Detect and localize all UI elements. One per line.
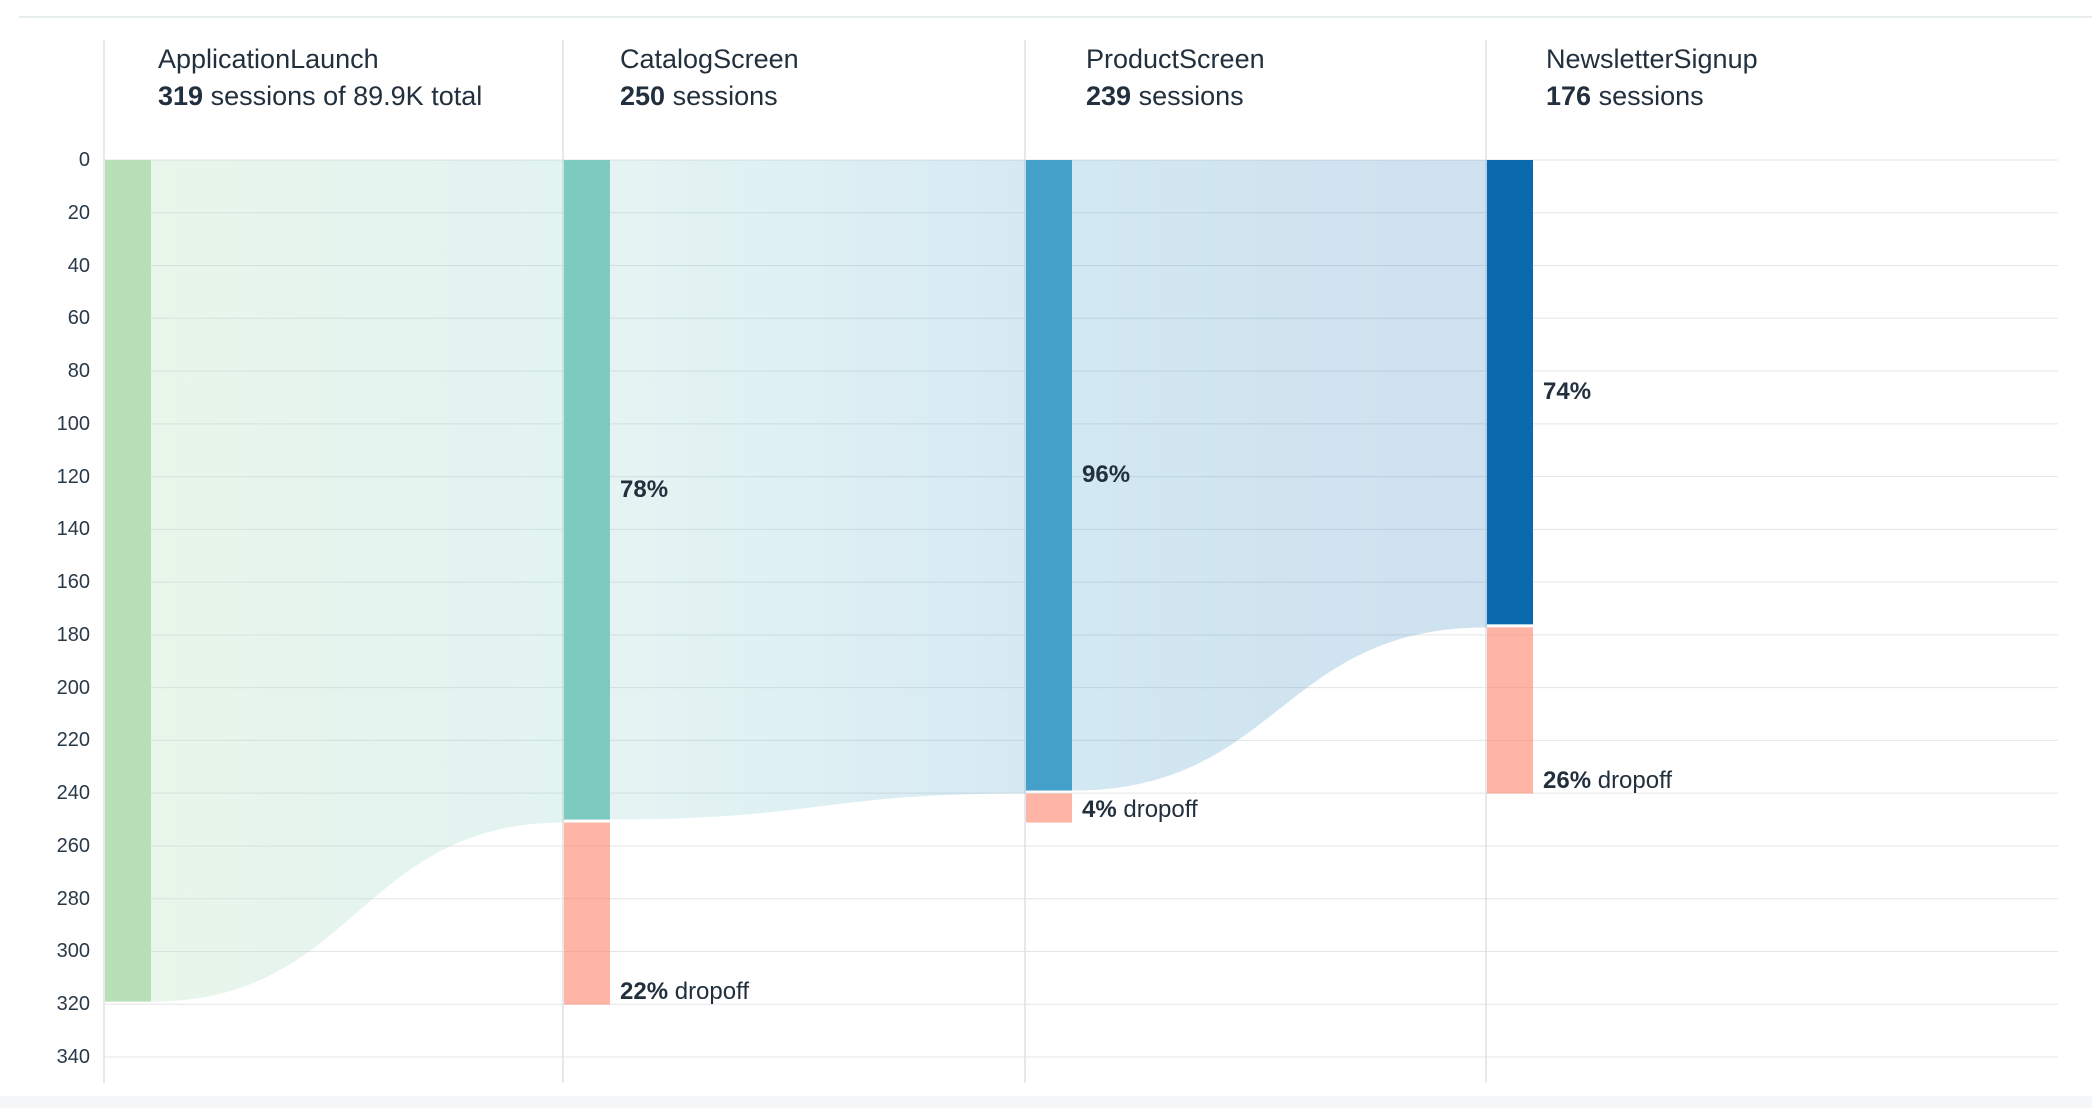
- y-tick-label: 20: [67, 201, 90, 224]
- conversion-label: 78%: [620, 475, 669, 503]
- conversion-label: 96%: [1082, 461, 1131, 489]
- step-count-suffix: sessions: [665, 81, 778, 111]
- step-header-newslettersignup: NewsletterSignup 176 sessions: [1546, 42, 1758, 116]
- flow-band: [151, 160, 564, 1002]
- y-tick-label: 200: [56, 676, 90, 699]
- dropoff-bar-productscreen[interactable]: [1026, 793, 1072, 823]
- step-count: 319 sessions of 89.9K total: [158, 76, 482, 116]
- y-tick-label: 0: [78, 149, 90, 171]
- flow-band: [610, 160, 1026, 820]
- dropoff-label: 4% dropoff: [1082, 795, 1198, 823]
- step-name: ProductScreen: [1086, 44, 1265, 74]
- dropoff-bar-newslettersignup[interactable]: [1487, 627, 1533, 794]
- conversion-label: 74%: [1543, 378, 1592, 406]
- step-bar-catalogscreen[interactable]: [564, 160, 610, 820]
- y-tick-label: 80: [67, 360, 90, 383]
- y-tick-label: 320: [56, 993, 90, 1016]
- y-tick-label: 260: [56, 834, 90, 857]
- y-tick-label: 340: [56, 1046, 90, 1068]
- step-count-suffix: sessions: [1131, 81, 1244, 111]
- step-count-number: 176: [1546, 81, 1592, 111]
- step-count-number: 239: [1086, 81, 1132, 111]
- step-name: ApplicationLaunch: [158, 44, 379, 74]
- y-tick-label: 100: [56, 412, 90, 435]
- step-count-number: 319: [158, 81, 204, 111]
- step-bar-newslettersignup[interactable]: [1487, 160, 1533, 625]
- dropoff-label: 22% dropoff: [620, 977, 749, 1005]
- step-count-suffix: sessions: [1591, 81, 1704, 111]
- dropoff-bar-catalogscreen[interactable]: [564, 822, 610, 1005]
- bottom-strip: [0, 1096, 2092, 1108]
- y-tick-label: 140: [56, 518, 90, 541]
- step-count-suffix: sessions of 89.9K total: [203, 81, 483, 111]
- y-tick-label: 40: [67, 254, 90, 277]
- step-name: NewsletterSignup: [1546, 44, 1758, 74]
- y-tick-label: 180: [56, 623, 90, 646]
- step-count: 176 sessions: [1546, 76, 1758, 116]
- step-header-applicationlaunch: ApplicationLaunch 319 sessions of 89.9K …: [158, 42, 482, 116]
- step-count: 239 sessions: [1086, 76, 1265, 116]
- step-bar-productscreen[interactable]: [1026, 160, 1072, 791]
- y-tick-label: 220: [56, 729, 90, 752]
- y-tick-label: 300: [56, 940, 90, 963]
- dropoff-label: 26% dropoff: [1543, 766, 1672, 794]
- step-count-number: 250: [620, 81, 666, 111]
- flow-band: [1072, 160, 1487, 791]
- y-tick-label: 280: [56, 887, 90, 910]
- y-tick-label: 160: [56, 571, 90, 594]
- step-name: CatalogScreen: [620, 44, 799, 74]
- step-bar-applicationlaunch[interactable]: [105, 160, 151, 1002]
- top-divider: [19, 16, 2092, 18]
- y-tick-label: 120: [56, 465, 90, 488]
- y-tick-label: 60: [67, 307, 90, 330]
- y-tick-label: 240: [56, 782, 90, 805]
- step-header-catalogscreen: CatalogScreen 250 sessions: [620, 42, 799, 116]
- step-count: 250 sessions: [620, 76, 799, 116]
- step-header-productscreen: ProductScreen 239 sessions: [1086, 42, 1265, 116]
